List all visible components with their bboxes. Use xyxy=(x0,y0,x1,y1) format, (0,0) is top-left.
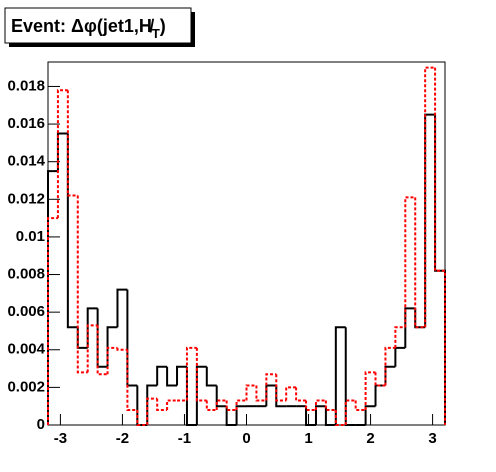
title-part: Event: Δφ(jet1, xyxy=(11,16,139,36)
histogram-bin xyxy=(66,90,78,197)
histogram-bin xyxy=(404,196,416,328)
histogram-bin xyxy=(146,397,158,425)
histogram-bin xyxy=(205,400,217,411)
histogram-bin xyxy=(86,324,98,373)
histogram-bin xyxy=(225,406,237,426)
histogram-bin xyxy=(374,384,386,407)
histogram-bin xyxy=(106,346,118,375)
histogram-bin xyxy=(116,288,128,328)
histogram-bin xyxy=(47,217,58,425)
histogram-bin xyxy=(116,347,128,351)
histogram-bin xyxy=(126,349,138,411)
histogram-bin xyxy=(424,66,436,328)
histogram-bin xyxy=(96,325,108,376)
histogram-bin xyxy=(334,409,346,426)
histogram-bin xyxy=(305,406,316,426)
x-tick-label: 3 xyxy=(428,430,436,447)
histogram-bin xyxy=(344,399,356,425)
histogram-bin xyxy=(156,398,168,411)
histogram-bin xyxy=(215,385,227,408)
histogram-bin xyxy=(305,400,316,411)
x-tick-label: -2 xyxy=(116,430,129,447)
chart-title: Event: Δφ(jet1,H̸T) xyxy=(11,16,166,42)
histogram-bin xyxy=(364,405,376,425)
histogram-bin xyxy=(414,197,426,329)
histogram-bin xyxy=(275,385,287,408)
x-tick-label: 1 xyxy=(304,430,312,447)
y-tick-label: 0.014 xyxy=(7,153,45,170)
x-tick-label: 2 xyxy=(366,430,374,447)
histogram-bin xyxy=(56,89,68,219)
histogram-bin xyxy=(354,400,366,411)
histogram-bin xyxy=(146,384,158,425)
title-part: H̸ xyxy=(139,16,155,36)
histogram-bin xyxy=(215,399,227,410)
y-tick-label: 0.016 xyxy=(7,115,45,132)
histogram-bin xyxy=(156,365,168,386)
histogram-bin xyxy=(166,366,178,387)
histogram-bin xyxy=(185,346,197,401)
x-tick-label: 0 xyxy=(242,430,250,447)
histogram-bin xyxy=(384,346,396,386)
x-tick-label: -1 xyxy=(178,430,191,447)
x-tick-label: -3 xyxy=(54,430,67,447)
title-sub: T xyxy=(152,26,160,41)
y-tick-label: 0.01 xyxy=(16,228,45,245)
histogram-bin xyxy=(205,366,217,387)
histogram-bin xyxy=(275,374,287,402)
y-tick-label: 0.004 xyxy=(7,341,45,358)
histogram-bin xyxy=(314,405,326,425)
histogram-bin xyxy=(364,371,376,410)
histogram-bin xyxy=(176,365,187,386)
histogram-bin xyxy=(225,400,237,411)
title-box xyxy=(4,7,192,44)
histogram-bin xyxy=(136,409,148,426)
histogram-bin xyxy=(56,132,68,172)
y-tick-label: 0.008 xyxy=(7,266,45,283)
histogram-bin xyxy=(166,399,178,410)
histogram-bin xyxy=(314,399,326,410)
histogram-bin xyxy=(195,347,207,402)
histogram-bin xyxy=(324,400,336,411)
histogram-bin xyxy=(245,384,257,401)
histogram-bin xyxy=(76,195,88,374)
histogram-bin xyxy=(195,365,207,425)
histogram-bin xyxy=(434,67,446,425)
histogram-bin xyxy=(185,366,197,426)
histogram-bin xyxy=(235,399,247,410)
histogram-bin xyxy=(255,385,267,402)
histogram-bin xyxy=(324,406,336,426)
y-tick-label: 0.006 xyxy=(7,303,45,320)
histogram-bin xyxy=(334,326,346,425)
title-part: ) xyxy=(160,16,166,36)
histogram-bin xyxy=(66,133,78,329)
histogram-bin xyxy=(235,405,247,425)
y-tick-label: 0 xyxy=(37,416,45,433)
y-tick-label: 0.012 xyxy=(7,190,45,207)
y-tick-label: 0.002 xyxy=(7,378,45,395)
y-tick-label: 0.018 xyxy=(7,77,45,94)
histogram-bin xyxy=(47,170,58,425)
histogram-bin xyxy=(394,326,406,348)
histogram-bin xyxy=(265,373,277,401)
histogram-bin xyxy=(404,307,416,348)
